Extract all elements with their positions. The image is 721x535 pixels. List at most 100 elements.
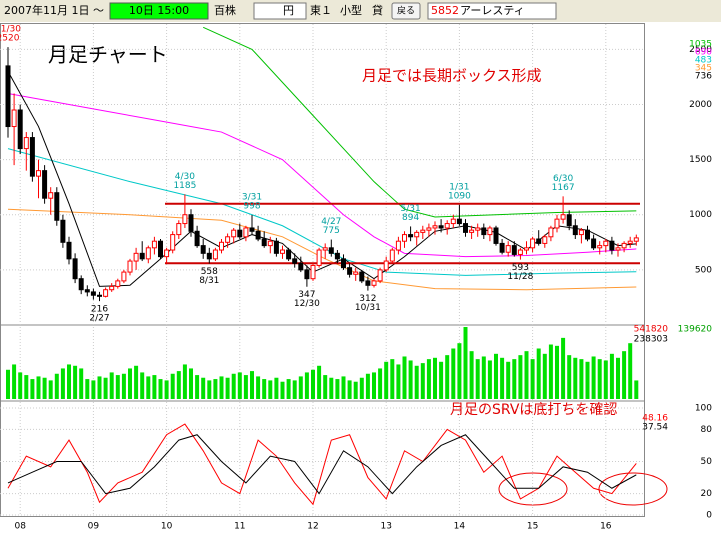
candle-body <box>109 285 115 291</box>
volume-bar <box>347 380 352 399</box>
candle-body <box>408 234 414 238</box>
volume-bar <box>512 359 517 399</box>
volume-bar <box>609 353 614 399</box>
legend-value: 690 <box>695 48 712 58</box>
annotation-date: 4/27 <box>321 217 341 227</box>
candle-body <box>554 218 560 229</box>
candle-body <box>66 241 72 260</box>
candle-body <box>29 137 35 177</box>
volume-bar <box>91 380 96 399</box>
candle-body <box>231 229 237 238</box>
candle-body <box>23 137 29 150</box>
volume-bar <box>628 343 633 399</box>
volume-bar <box>103 377 108 399</box>
candle-body <box>603 240 609 247</box>
x-tick-label: 13 <box>380 522 391 532</box>
currency-select[interactable] <box>253 2 307 20</box>
volume-bar <box>622 351 627 399</box>
volume-bar <box>298 376 303 399</box>
time-box <box>109 2 209 20</box>
candle-body <box>158 240 163 258</box>
candle-body <box>170 234 176 251</box>
volume-bar <box>457 343 462 399</box>
candle-body <box>511 245 517 255</box>
volume-max: 541820 <box>634 325 669 335</box>
candle-body <box>182 214 188 225</box>
candle-body <box>176 223 182 236</box>
volume-bar <box>85 379 90 399</box>
volume-bar <box>341 376 346 399</box>
legend-value: 483 <box>695 56 712 66</box>
volume-bar <box>189 368 193 399</box>
srv-value: 37.54 <box>642 423 668 433</box>
annotation-date: 10/31 <box>355 303 381 313</box>
volume-bar <box>420 363 425 399</box>
lend: 貸 <box>372 3 383 17</box>
volume-bar <box>67 364 71 399</box>
volume-bar <box>73 365 78 399</box>
candle-body <box>383 260 389 271</box>
candle-body <box>487 227 493 236</box>
candle-body <box>334 252 340 260</box>
volume-bar <box>140 372 145 399</box>
annotation-price: 593 <box>512 263 529 273</box>
volume-bar <box>219 376 224 399</box>
volume-bar <box>115 375 120 399</box>
volume-bar <box>506 361 511 399</box>
volume-bar <box>243 375 248 399</box>
candle-body <box>60 219 66 243</box>
candle-body <box>450 218 456 225</box>
candle-body <box>164 249 170 258</box>
volume-bar <box>579 359 584 399</box>
back-button[interactable] <box>391 2 421 20</box>
candle-body <box>475 227 481 231</box>
candle-body <box>377 269 383 282</box>
candle-body <box>121 271 127 282</box>
annotation-price: 558 <box>201 267 218 277</box>
volume-bar <box>518 355 523 399</box>
candle-body <box>585 229 590 240</box>
candle-body <box>36 170 41 177</box>
candle-body <box>517 249 523 255</box>
candle-body <box>560 214 566 220</box>
y-tick-label: 0 <box>706 511 712 521</box>
annotation-date: 4/30 <box>175 172 195 182</box>
candle-body <box>353 271 359 275</box>
annotation-price: 347 <box>298 290 315 300</box>
volume-bar <box>335 379 340 399</box>
volume-bar <box>317 365 322 399</box>
x-tick-label: 10 <box>161 522 173 532</box>
volume-bar <box>134 365 139 399</box>
volume-bar <box>384 361 389 399</box>
market: 東１ <box>310 4 332 17</box>
candle-body <box>78 278 84 291</box>
annotation-date: 6/30 <box>553 174 573 184</box>
candle-body <box>414 231 420 238</box>
candle-body <box>292 258 298 264</box>
candle-body <box>133 252 139 262</box>
annotation: 月足では長期ボックス形成 <box>362 67 542 85</box>
volume-bar <box>6 369 10 399</box>
annotation-price: 1167 <box>552 183 575 193</box>
candle-body <box>249 227 255 232</box>
candle-body <box>389 249 395 262</box>
candle-body <box>97 294 102 297</box>
moving-average <box>202 26 637 218</box>
volume-bar <box>12 364 17 399</box>
x-tick-label: 16 <box>600 522 612 532</box>
annotation-price: 1185 <box>173 181 196 191</box>
candle-body <box>621 242 627 249</box>
candle-body <box>243 227 249 238</box>
candle-body <box>267 240 273 247</box>
candle-body <box>341 258 346 269</box>
volume-bar <box>585 361 590 399</box>
legend-value: 345 <box>695 64 712 74</box>
annotation-price: 216 <box>91 305 108 315</box>
candle-body <box>572 225 578 236</box>
candle-body <box>530 238 536 249</box>
candle-body <box>365 280 371 286</box>
company: アーレスティ <box>460 4 525 17</box>
volume-bar <box>170 373 175 399</box>
volume-bar <box>207 380 212 399</box>
